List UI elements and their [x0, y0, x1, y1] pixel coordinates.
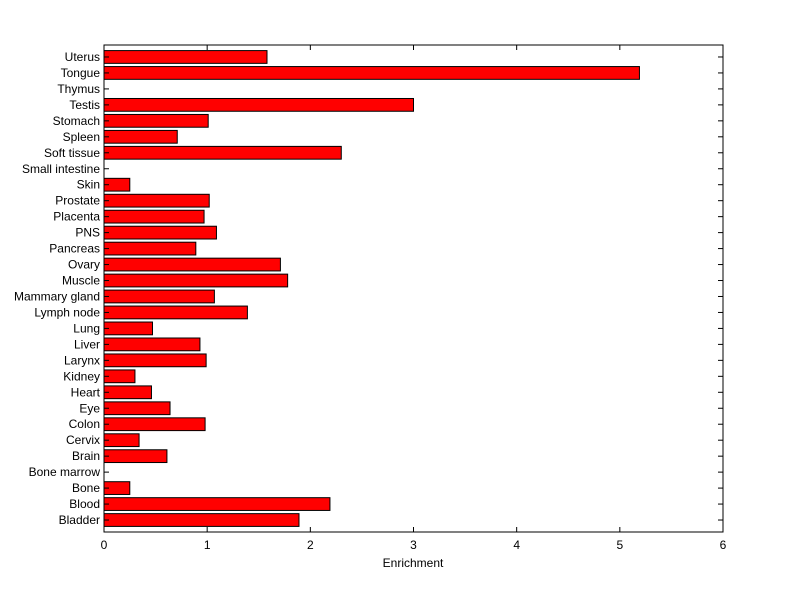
y-tick-label: Larynx	[64, 353, 100, 367]
bar-bladder	[103, 513, 300, 527]
y-tick-label: Pancreas	[49, 242, 100, 256]
bar-cervix	[103, 433, 140, 448]
y-tick-label: Testis	[69, 98, 100, 112]
bar-liver	[103, 337, 201, 352]
x-tick-label: 3	[410, 538, 417, 552]
y-tick-label: PNS	[75, 226, 100, 240]
y-tick-label: Soft tissue	[44, 146, 100, 160]
bar-placenta	[103, 209, 205, 224]
x-tick-label: 1	[204, 538, 211, 552]
y-tick-label: Uterus	[65, 50, 100, 64]
bar-lymph-node	[103, 305, 248, 320]
y-tick-label: Muscle	[62, 274, 100, 288]
x-tick-label: 0	[101, 538, 108, 552]
bar-spleen	[103, 129, 178, 144]
y-tick-label: Placenta	[53, 210, 100, 224]
y-tick-label: Liver	[74, 337, 100, 351]
y-tick-label: Prostate	[55, 194, 100, 208]
y-tick-label: Blood	[69, 497, 100, 511]
bar-heart	[103, 385, 152, 400]
y-tick-label: Bone marrow	[29, 465, 101, 479]
y-tick-label: Bladder	[59, 513, 100, 527]
bar-colon	[103, 417, 206, 432]
y-tick-label: Bone	[72, 481, 100, 495]
y-tick-label: Heart	[71, 385, 101, 399]
bar-brain	[103, 449, 168, 464]
x-tick-label: 6	[720, 538, 727, 552]
bar-blood	[103, 497, 331, 511]
y-tick-label: Brain	[72, 449, 100, 463]
bar-prostate	[103, 193, 210, 208]
bar-pns	[103, 225, 217, 240]
y-tick-label: Lymph node	[34, 305, 100, 319]
bar-pancreas	[103, 241, 197, 256]
bar-tongue	[103, 66, 640, 80]
x-axis-label: Enrichment	[383, 556, 444, 570]
y-tick-label: Tongue	[61, 66, 101, 80]
bar-larynx	[103, 353, 207, 368]
bar-muscle	[103, 273, 289, 288]
bar-soft-tissue	[103, 145, 342, 160]
y-tick-label: Spleen	[63, 130, 100, 144]
y-tick-label: Ovary	[68, 258, 100, 272]
bar-ovary	[103, 257, 281, 272]
y-tick-label: Eye	[79, 401, 100, 415]
y-tick-label: Small intestine	[22, 162, 100, 176]
bar-mammary-gland	[103, 289, 215, 304]
y-tick-label: Mammary gland	[14, 289, 100, 303]
bar-lung	[103, 321, 153, 336]
y-tick-label: Cervix	[66, 433, 100, 447]
bar-eye	[103, 401, 171, 416]
x-tick-label: 5	[616, 538, 623, 552]
plot-area-frame	[103, 44, 724, 533]
y-tick-label: Kidney	[63, 369, 100, 383]
bar-uterus	[103, 50, 268, 64]
y-tick-label: Lung	[73, 321, 100, 335]
x-tick-label: 4	[513, 538, 520, 552]
x-tick-label: 2	[307, 538, 314, 552]
y-tick-label: Thymus	[57, 82, 100, 96]
y-tick-label: Stomach	[53, 114, 100, 128]
y-tick-label: Skin	[77, 178, 100, 192]
labels-layer: Uterus Tongue Thymus Testis Stomach Spleen Sof…	[14, 50, 727, 552]
bar-stomach	[103, 113, 209, 128]
bar-testis	[103, 97, 414, 112]
ticks-layer	[103, 45, 724, 532]
y-tick-label: Colon	[69, 417, 100, 431]
